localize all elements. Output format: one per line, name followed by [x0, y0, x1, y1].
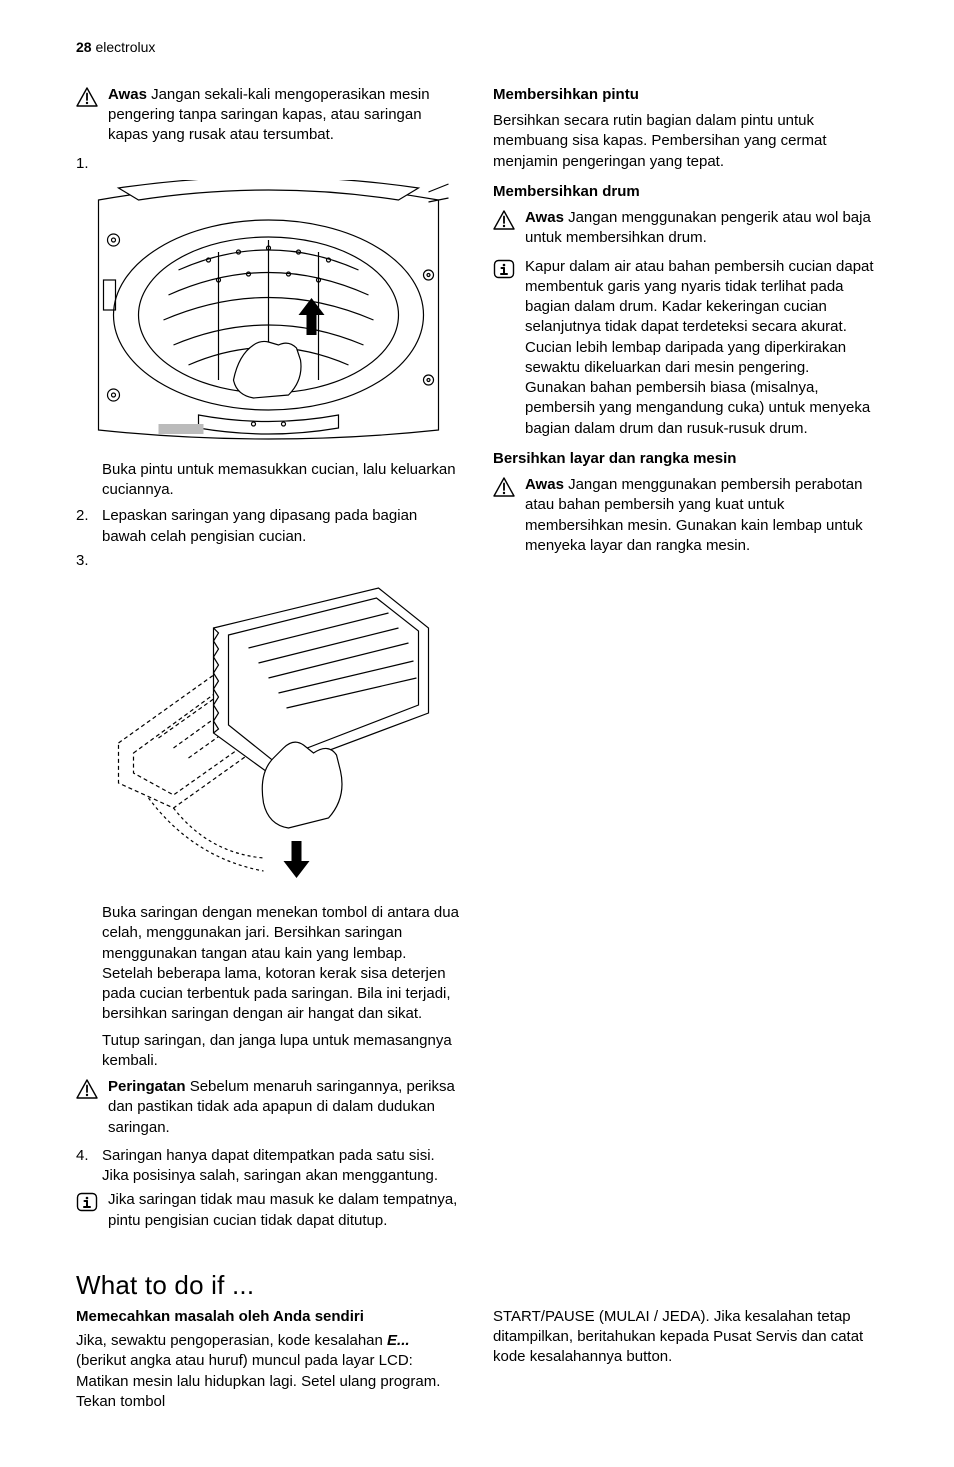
warn-body: Jangan menggunakan pembersih perabotan a…: [525, 476, 863, 554]
warning-note-4: Awas Jangan menggunakan pembersih perabo…: [493, 475, 878, 556]
warning-icon: [76, 1079, 98, 1099]
warning-note-1: Awas Jangan sekali-kali mengoperasikan m…: [76, 85, 461, 146]
page-number: 28: [76, 39, 92, 55]
warning-text: Peringatan Sebelum menaruh saringannya, …: [108, 1077, 461, 1138]
info-icon: [76, 1192, 98, 1212]
step1-caption: Buka pintu untuk memasukkan cucian, lalu…: [102, 460, 461, 501]
warning-text: Awas Jangan menggunakan pengerik atau wo…: [525, 208, 878, 249]
warning-note-2: Peringatan Sebelum menaruh saringannya, …: [76, 1077, 461, 1138]
step-body: Lepaskan saringan yang dipasang pada bag…: [102, 506, 461, 547]
info-note-1: Jika saringan tidak mau masuk ke dalam t…: [76, 1190, 461, 1231]
page-header: 28 electrolux: [76, 38, 878, 57]
info-note-2: Kapur dalam air atau bahan pembersih cuc…: [493, 257, 878, 439]
warn-lead: Peringatan: [108, 1078, 186, 1095]
step-2: 2. Lepaskan saringan yang dipasang pada …: [76, 506, 461, 547]
info2b: Gunakan bahan pembersih biasa (misalnya,…: [525, 378, 878, 439]
bottom-left-para: Jika, sewaktu pengoperasian, kode kesala…: [76, 1331, 461, 1412]
error-code: E...: [387, 1332, 410, 1349]
brand-name: electrolux: [95, 39, 155, 55]
warning-text: Awas Jangan menggunakan pembersih perabo…: [525, 475, 878, 556]
two-column-body: Awas Jangan sekali-kali mengoperasikan m…: [76, 85, 878, 1250]
warn-body: Jangan menggunakan pengerik atau wol baj…: [525, 209, 871, 246]
step3-caption: Buka saringan dengan menekan tombol di a…: [102, 903, 461, 1025]
step-body: Saringan hanya dapat ditempatkan pada sa…: [102, 1146, 461, 1187]
info2a: Kapur dalam air atau bahan pembersih cuc…: [525, 257, 878, 379]
warning-icon: [76, 87, 98, 107]
step-1: 1.: [76, 154, 461, 174]
step-num: 2.: [76, 506, 94, 547]
warn-lead: Awas: [108, 86, 147, 103]
section-title: What to do if ...: [76, 1268, 878, 1303]
warning-icon: [493, 477, 515, 497]
col2-top: Tutup saringan, dan janga lupa untuk mem…: [102, 1031, 461, 1072]
bottom-right-para: START/PAUSE (MULAI / JEDA). Jika kesalah…: [493, 1307, 878, 1368]
step-4: 4. Saringan hanya dapat ditempatkan pada…: [76, 1146, 461, 1187]
info-icon: [493, 259, 515, 279]
warn-body: Jangan sekali-kali mengoperasikan mesin …: [108, 86, 430, 144]
warning-note-3: Awas Jangan menggunakan pengerik atau wo…: [493, 208, 878, 249]
step-num: 3.: [76, 551, 94, 571]
illustration-dryer-door: [76, 180, 461, 450]
bl-b: (berikut angka atau huruf) muncul pada l…: [76, 1352, 440, 1410]
heading-door: Membersihkan pintu: [493, 85, 878, 105]
info-text: Jika saringan tidak mau masuk ke dalam t…: [108, 1190, 461, 1231]
door-para: Bersihkan secara rutin bagian dalam pint…: [493, 111, 878, 172]
info-text: Kapur dalam air atau bahan pembersih cuc…: [525, 257, 878, 439]
warn-lead: Awas: [525, 209, 564, 226]
heading-panel: Bersihkan layar dan rangka mesin: [493, 449, 878, 469]
heading-drum: Membersihkan drum: [493, 182, 878, 202]
step-num: 4.: [76, 1146, 94, 1187]
warning-icon: [493, 210, 515, 230]
bl-a: Jika, sewaktu pengoperasian, kode kesala…: [76, 1332, 387, 1349]
subheading: Memecahkan masalah oleh Anda sendiri: [76, 1307, 461, 1327]
warning-text: Awas Jangan sekali-kali mengoperasikan m…: [108, 85, 461, 146]
bottom-columns: Memecahkan masalah oleh Anda sendiri Jik…: [76, 1307, 878, 1427]
warn-lead: Awas: [525, 476, 564, 493]
step-3: 3.: [76, 551, 461, 571]
step-num: 1.: [76, 154, 94, 174]
illustration-filter: [76, 573, 461, 893]
